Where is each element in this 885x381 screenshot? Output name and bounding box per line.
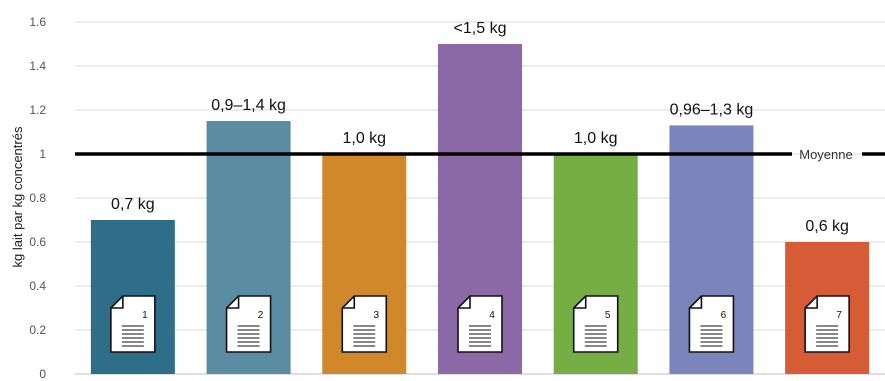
y-tick-label: 0 bbox=[39, 367, 46, 381]
document-icon: 7 bbox=[804, 295, 850, 353]
y-tick-label: 1.6 bbox=[29, 15, 46, 29]
data-label: 0,7 kg bbox=[111, 196, 155, 213]
document-icon-page bbox=[572, 295, 619, 353]
document-number: 7 bbox=[836, 310, 842, 321]
data-label: 1,0 kg bbox=[342, 130, 386, 147]
document-icon: 6 bbox=[688, 295, 735, 353]
document-number: 2 bbox=[258, 310, 264, 321]
document-icon-fold bbox=[226, 296, 240, 309]
document-icon-page bbox=[341, 295, 388, 353]
y-tick-label: 1 bbox=[39, 147, 46, 161]
y-tick-label: 1.4 bbox=[29, 59, 46, 73]
document-icon-fold bbox=[110, 296, 124, 309]
average-label: Moyenne bbox=[799, 147, 852, 162]
y-tick-label: 0.8 bbox=[29, 191, 46, 205]
document-icon-fold bbox=[573, 296, 587, 309]
average-line: Moyenne bbox=[75, 147, 885, 162]
y-tick-label: 0.2 bbox=[29, 323, 46, 337]
document-icon: 5 bbox=[572, 295, 619, 353]
document-icon: 1 bbox=[110, 295, 156, 353]
document-icon-page bbox=[688, 295, 735, 353]
document-icon-page bbox=[457, 295, 503, 353]
document-icon-fold bbox=[689, 296, 703, 309]
document-icon-page bbox=[225, 295, 272, 353]
data-label: <1,5 kg bbox=[454, 20, 507, 37]
data-label: 0,9–1,4 kg bbox=[211, 97, 286, 114]
document-icon-fold bbox=[805, 296, 818, 309]
y-tick-label: 1.2 bbox=[29, 103, 46, 117]
data-label: 0,6 kg bbox=[805, 218, 849, 235]
document-icon: 2 bbox=[225, 295, 272, 353]
document-icon: 3 bbox=[341, 295, 388, 353]
document-number: 4 bbox=[489, 310, 495, 321]
y-tick-labels: 0 0.2 0.4 0.6 0.8 1 1.2 1.4 1.6 bbox=[29, 15, 46, 381]
document-icon-page bbox=[804, 295, 850, 353]
y-tick-label: 0.6 bbox=[29, 235, 46, 249]
document-number: 5 bbox=[605, 310, 611, 321]
document-icon-fold bbox=[458, 296, 471, 309]
y-tick-label: 0.4 bbox=[29, 279, 46, 293]
data-labels: 0,7 kg 0,9–1,4 kg 1,0 kg <1,5 kg 1,0 kg 0,96–… bbox=[111, 20, 849, 235]
document-icon-fold bbox=[342, 296, 356, 309]
data-label: 0,96–1,3 kg bbox=[670, 101, 754, 118]
document-icon: 4 bbox=[457, 295, 503, 353]
document-number: 6 bbox=[721, 310, 727, 321]
document-number: 3 bbox=[374, 310, 380, 321]
document-icon-page bbox=[110, 295, 156, 353]
y-axis-label: kg lait par kg concentrés bbox=[10, 126, 25, 267]
data-label: 1,0 kg bbox=[574, 130, 618, 147]
document-icons: 1 2 3 4 5 6 7 bbox=[110, 295, 850, 353]
document-number: 1 bbox=[142, 310, 148, 321]
